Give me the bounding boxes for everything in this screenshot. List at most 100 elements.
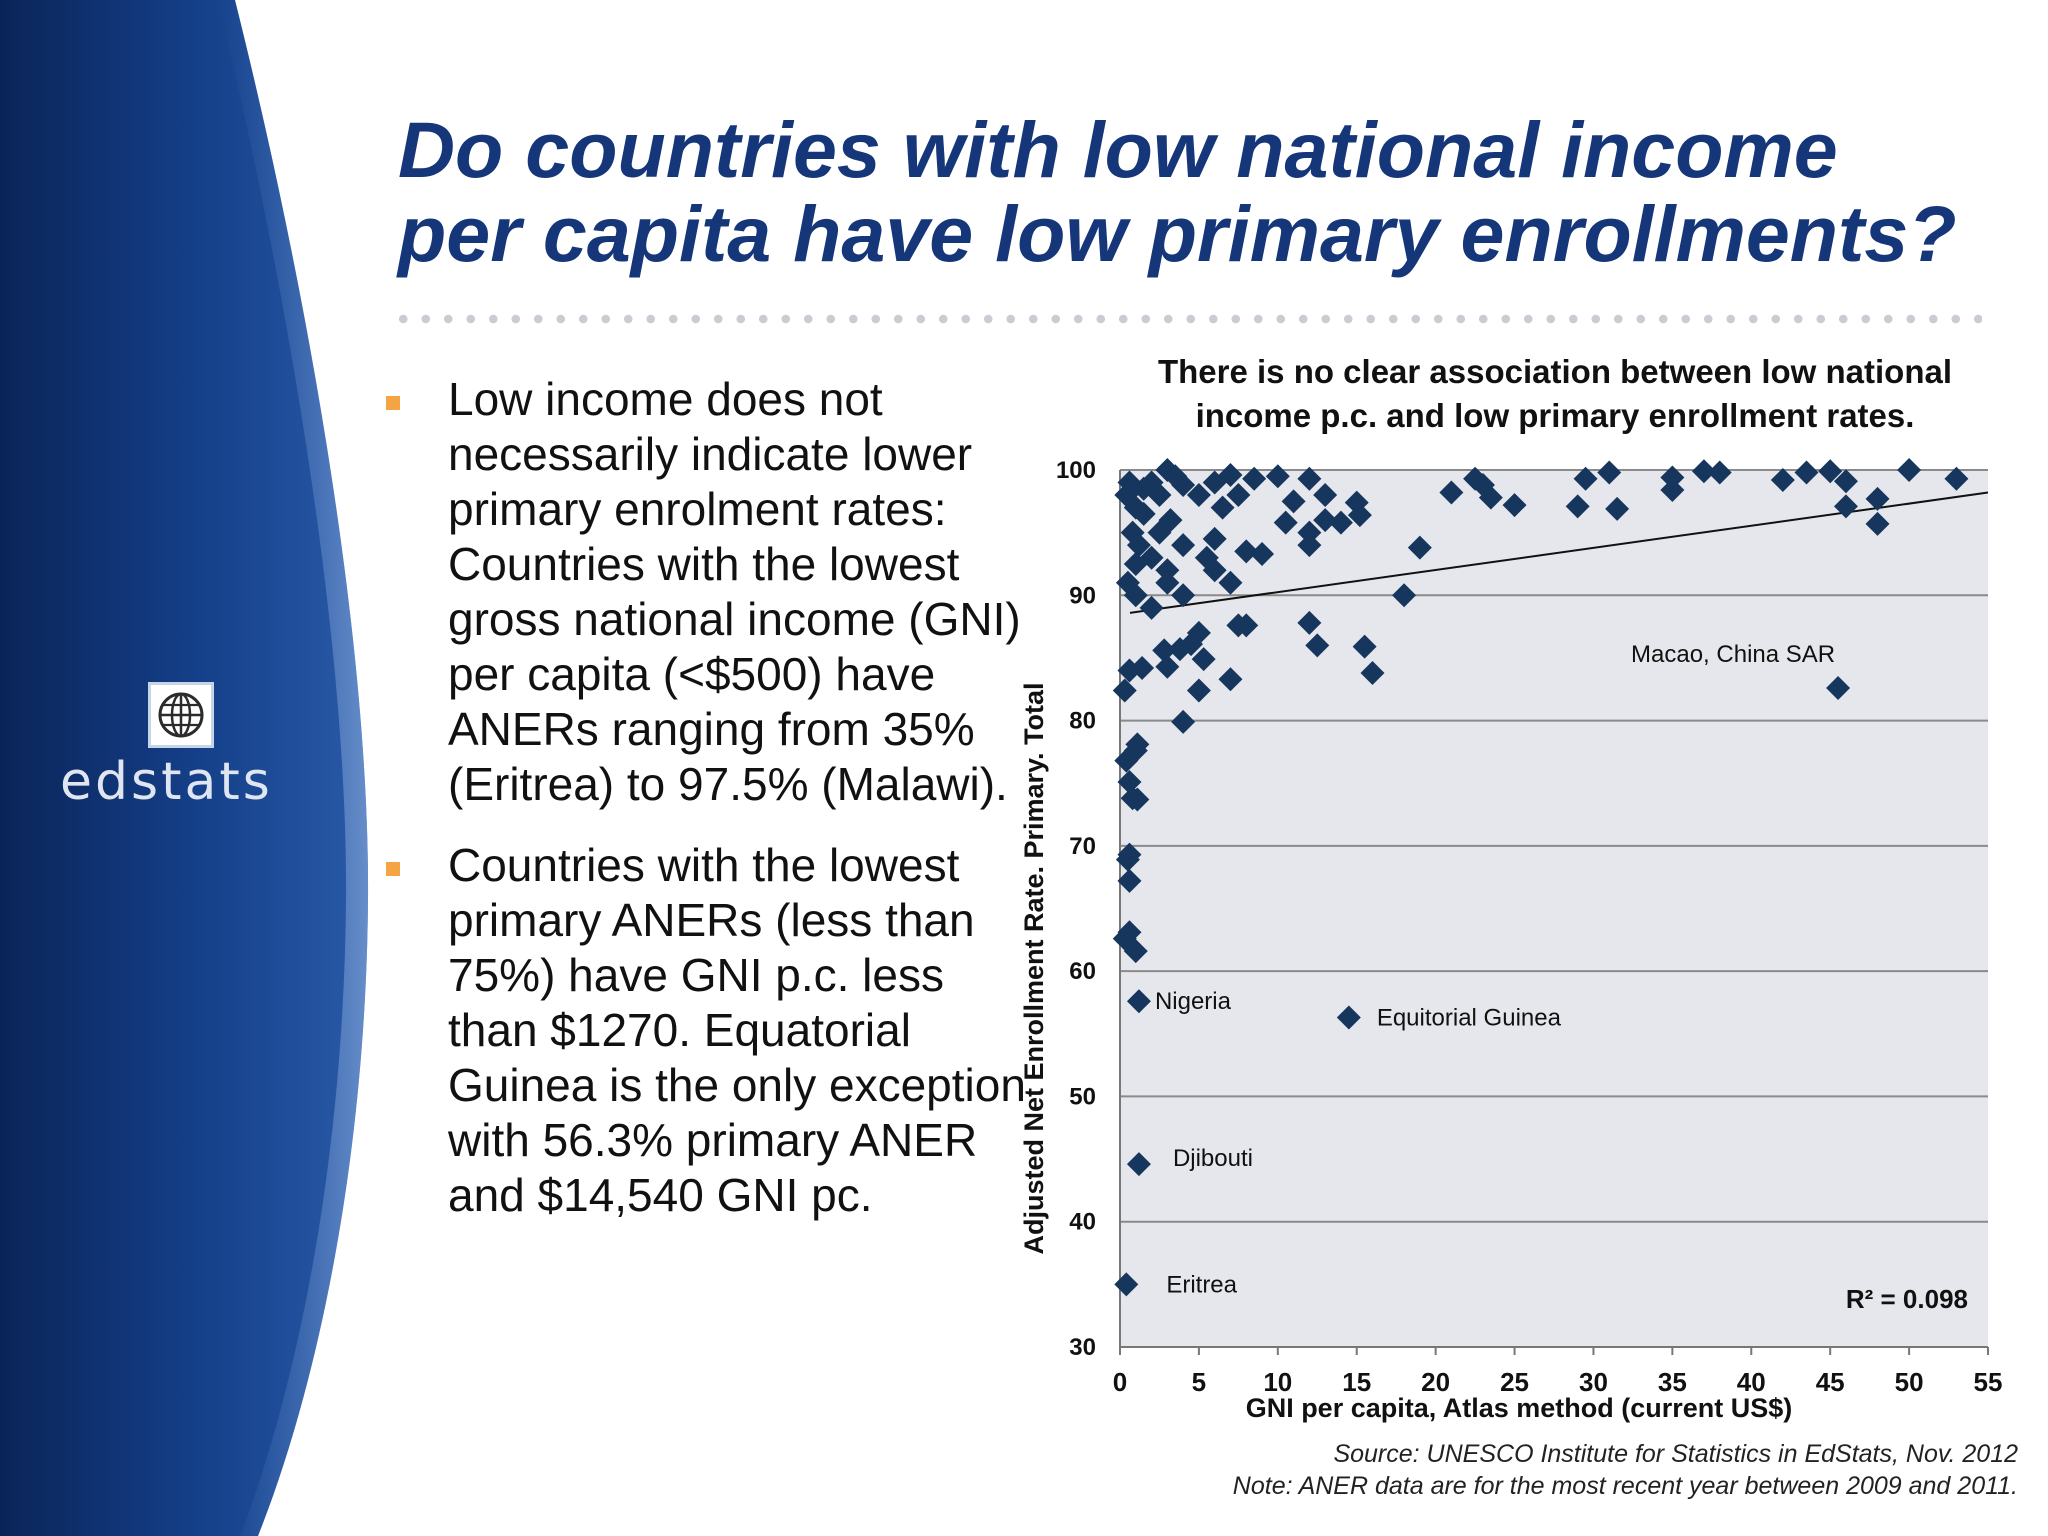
data-point	[1826, 675, 1851, 700]
data-point	[1470, 473, 1495, 498]
data-point	[1147, 520, 1172, 545]
data-point	[1218, 667, 1243, 692]
x-tick-label: 45	[1816, 1367, 1845, 1397]
data-point	[1660, 465, 1685, 490]
data-point	[1865, 486, 1890, 511]
x-tick-label: 15	[1342, 1367, 1371, 1397]
point-label: Nigeria	[1155, 988, 1232, 1015]
data-point	[1125, 732, 1150, 757]
r-squared-label: R² = 0.098	[1846, 1284, 1968, 1314]
data-point	[1117, 920, 1142, 945]
data-point	[1313, 508, 1338, 533]
data-point	[1139, 545, 1164, 570]
data-point	[1347, 503, 1372, 528]
y-tick-label: 30	[1069, 1334, 1096, 1361]
slide-title: Do countries with low national income pe…	[398, 108, 2018, 276]
data-point	[1186, 483, 1211, 508]
data-point	[1147, 483, 1172, 508]
data-point	[1130, 655, 1155, 680]
globe-icon	[158, 692, 204, 738]
chart-title: There is no clear association between lo…	[1157, 353, 1953, 434]
data-point	[1155, 654, 1180, 679]
data-point	[1305, 633, 1330, 658]
x-axis-title: GNI per capita, Atlas method (current US…	[1246, 1393, 1793, 1423]
data-point	[1171, 473, 1196, 498]
source-text: Source: UNESCO Institute for Statistics …	[1333, 1440, 2018, 1468]
data-point	[1242, 466, 1267, 491]
data-point	[1250, 541, 1275, 566]
data-point	[1155, 558, 1180, 583]
x-tick-label: 40	[1737, 1367, 1766, 1397]
x-tick-label: 0	[1113, 1367, 1127, 1397]
x-tick-label: 25	[1500, 1367, 1529, 1397]
edstats-logo-text: edstats	[60, 752, 273, 812]
point-label: Djibouti	[1173, 1145, 1253, 1172]
data-point	[1328, 510, 1353, 535]
data-point	[1605, 496, 1630, 521]
data-point	[1770, 468, 1795, 493]
data-point	[1352, 634, 1377, 659]
data-point	[1818, 459, 1843, 484]
data-point	[1478, 485, 1503, 510]
data-point	[1707, 460, 1732, 485]
point-label: Eritrea	[1166, 1271, 1237, 1298]
data-point	[1194, 545, 1219, 570]
data-point	[1833, 469, 1858, 494]
data-point	[1573, 466, 1598, 491]
data-point	[1117, 658, 1142, 683]
data-point	[1115, 570, 1140, 595]
sidebar-background	[0, 0, 369, 1536]
data-point	[1120, 520, 1145, 545]
data-point	[1597, 460, 1622, 485]
data-point	[1265, 464, 1290, 489]
data-point	[1152, 638, 1177, 663]
data-point	[1281, 489, 1306, 514]
scatter-chart: 30 40 50 60 70 80 90 100 0 5 10 15 20 25 30 35 40 45 50 55 G…	[1019, 457, 2002, 1423]
y-axis-title: Adjusted Net Enrollment Rate. Primary. T…	[1019, 682, 1049, 1254]
data-point	[1117, 769, 1142, 794]
data-point	[1126, 533, 1151, 558]
data-point	[1126, 989, 1151, 1014]
data-point	[1186, 678, 1211, 703]
y-tick-label: 100	[1056, 457, 1096, 484]
data-point	[1502, 493, 1527, 518]
data-point	[1313, 483, 1338, 508]
y-tick-label: 90	[1069, 582, 1096, 609]
data-point	[1297, 533, 1322, 558]
data-point	[1155, 570, 1180, 595]
data-point	[1114, 748, 1139, 773]
data-point	[1865, 511, 1890, 536]
bullet-item: Countries with the lowest primary ANERs …	[386, 838, 1026, 1223]
data-point	[1463, 466, 1488, 491]
bullet-item: Low income does not necessarily indicate…	[386, 372, 1026, 812]
data-point	[1660, 478, 1685, 503]
data-point	[1171, 583, 1196, 608]
data-point	[1439, 480, 1464, 505]
dotted-divider	[392, 314, 1982, 324]
y-tick-label: 40	[1069, 1209, 1096, 1236]
note-text: Note: ANER data are for the most recent …	[1232, 1472, 2018, 1500]
data-point	[1171, 709, 1196, 734]
data-point	[1297, 520, 1322, 545]
data-point	[1139, 595, 1164, 620]
data-point	[1273, 510, 1298, 535]
y-tick-label: 60	[1069, 958, 1096, 985]
x-tick-label: 50	[1895, 1367, 1924, 1397]
data-point	[1112, 678, 1137, 703]
point-label: Macao, China SAR	[1631, 641, 1835, 668]
slide-title-line-1: Do countries with low national income	[398, 105, 1838, 194]
plot-area	[1120, 470, 1988, 1347]
data-point	[1125, 787, 1150, 812]
data-point	[1114, 1272, 1139, 1297]
data-point	[1117, 868, 1142, 893]
data-point	[1691, 459, 1716, 484]
data-point	[1336, 1005, 1361, 1030]
data-point	[1117, 470, 1142, 495]
data-point	[1218, 570, 1243, 595]
data-point	[1392, 583, 1417, 608]
y-tick-label: 80	[1069, 708, 1096, 735]
data-point	[1123, 939, 1148, 964]
data-point	[1226, 483, 1251, 508]
data-point	[1126, 1152, 1151, 1177]
y-tick-label: 50	[1069, 1083, 1096, 1110]
